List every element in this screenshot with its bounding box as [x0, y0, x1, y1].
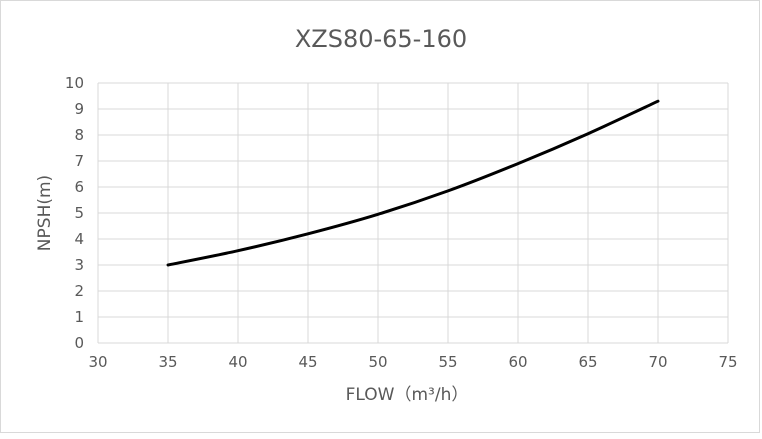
- y-tick-label: 2: [74, 282, 84, 300]
- y-tick-label: 4: [74, 230, 84, 248]
- x-tick-label: 35: [158, 353, 177, 371]
- y-tick-label: 1: [74, 308, 84, 326]
- y-tick-labels: 0 1 2 3 4 5 6 7 8 9 10: [65, 74, 84, 352]
- x-tick-label: 70: [648, 353, 667, 371]
- x-tick-labels: 30 35 40 45 50 55 60 65 70 75: [88, 353, 737, 371]
- x-tick-label: 40: [228, 353, 247, 371]
- y-tick-label: 10: [65, 74, 84, 92]
- y-tick-label: 5: [74, 204, 84, 222]
- npsh-curve-line: [166, 99, 660, 267]
- x-tick-label: 30: [88, 353, 107, 371]
- chart-title: XZS80-65-160: [295, 25, 467, 53]
- series-layer: [166, 99, 660, 267]
- y-tick-label: 6: [74, 178, 84, 196]
- x-axis-title: FLOW（m³/h）: [346, 385, 469, 405]
- y-tick-label: 8: [74, 126, 84, 144]
- grid-layer: [97, 82, 729, 344]
- x-tick-label: 50: [368, 353, 387, 371]
- x-tick-label: 55: [438, 353, 457, 371]
- y-tick-label: 0: [74, 334, 84, 352]
- y-tick-label: 9: [74, 100, 84, 118]
- x-tick-label: 60: [508, 353, 527, 371]
- y-tick-label: 7: [74, 152, 84, 170]
- x-tick-label: 45: [298, 353, 317, 371]
- x-tick-label: 65: [578, 353, 597, 371]
- x-tick-label: 75: [718, 353, 737, 371]
- y-axis-title: NPSH(m): [35, 175, 55, 251]
- y-tick-label: 3: [74, 256, 84, 274]
